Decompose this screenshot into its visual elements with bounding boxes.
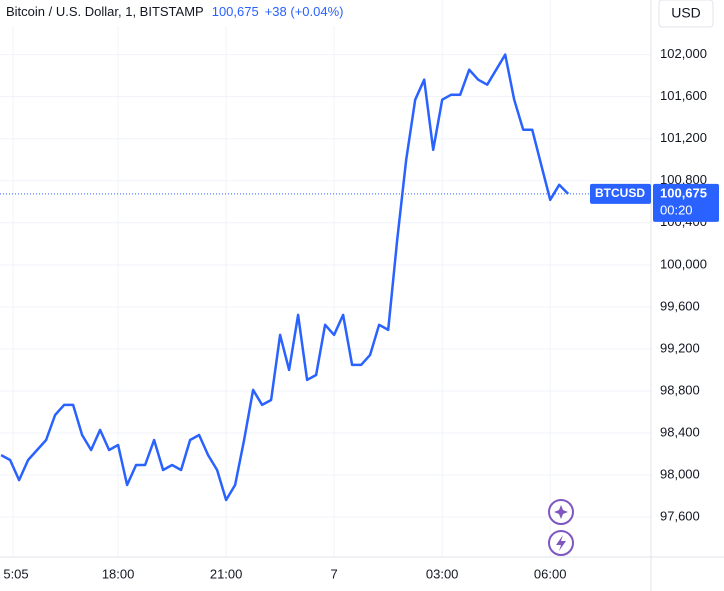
symbol-tag-label: BTCUSD bbox=[595, 186, 645, 200]
y-tick-label: 97,600 bbox=[660, 509, 700, 524]
x-tick-label: 03:00 bbox=[426, 566, 459, 581]
currency-button[interactable] bbox=[658, 0, 714, 28]
y-tick-label: 98,400 bbox=[660, 424, 700, 439]
currency[interactable]: USD bbox=[671, 5, 701, 21]
y-tick-label: 101,600 bbox=[660, 88, 707, 103]
icon bbox=[556, 535, 566, 551]
legend-bg bbox=[0, 0, 400, 26]
y-tick-label: 100,800 bbox=[660, 172, 707, 187]
y-tick-label: 99,600 bbox=[660, 298, 700, 313]
y-tick-label: 101,200 bbox=[660, 130, 707, 145]
price-tag-label: 100,675 bbox=[660, 185, 707, 200]
y-tick-label: 98,800 bbox=[660, 382, 700, 397]
symbol-title: Bitcoin / U.S. Dollar, 1, BITSTAMP bbox=[6, 4, 204, 19]
header-change: +38 (+0.04%) bbox=[265, 4, 344, 19]
header-price: 100,675 bbox=[212, 4, 259, 19]
price-line bbox=[0, 53, 570, 502]
symbol-tag bbox=[590, 183, 651, 204]
header: Bitcoin / U.S. Dollar, 1, BITSTAMP 100,67… bbox=[6, 4, 344, 19]
y-tick-label: 100,000 bbox=[660, 256, 707, 271]
x-tick-label: 06:00 bbox=[534, 566, 567, 581]
x-tick-label: 7 bbox=[331, 566, 338, 581]
x-tick-label: 18:00 bbox=[102, 566, 135, 581]
x-tick-label: 5:05 bbox=[3, 566, 28, 581]
y-tick-label: 102,000 bbox=[660, 46, 707, 61]
grid bbox=[0, 0, 651, 557]
price-tag-box bbox=[653, 183, 719, 222]
plot bbox=[0, 53, 651, 502]
x-tick-label: 21:00 bbox=[210, 566, 243, 581]
y-tick-label: 99,200 bbox=[660, 340, 700, 355]
axis-labels: 97,600 98,000 98,400 98,800 99,200 99,600 100,… bbox=[3, 46, 707, 581]
countdown: 00:20 bbox=[660, 202, 693, 217]
icon bbox=[554, 505, 568, 519]
y-tick-label: 98,000 bbox=[660, 466, 700, 481]
price-tag: BTCUSD 100,675 00:20 bbox=[590, 183, 719, 222]
